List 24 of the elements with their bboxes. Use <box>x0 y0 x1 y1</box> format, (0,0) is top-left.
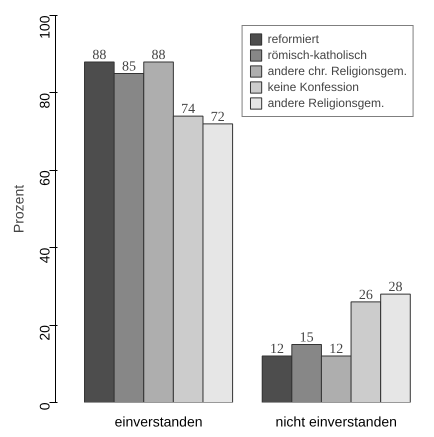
data-label: 15 <box>300 330 314 346</box>
data-label: 74 <box>181 102 196 118</box>
data-label: 12 <box>329 342 344 358</box>
legend-label: römisch-katholisch <box>268 48 367 62</box>
legend-label: andere Religionsgem. <box>268 96 384 110</box>
legend-label: reformiert <box>268 32 319 46</box>
data-label: 88 <box>92 48 106 63</box>
legend-label: keine Konfession <box>268 80 359 94</box>
x-tick-label: nicht einverstanden <box>276 414 397 430</box>
data-label: 72 <box>210 110 225 125</box>
data-label: 28 <box>388 280 402 296</box>
y-tick-label: 0 <box>36 402 52 410</box>
data-label: 88 <box>152 48 166 63</box>
y-tick-label: 40 <box>36 247 52 264</box>
y-tick-label: 80 <box>36 92 52 108</box>
legend-label: andere chr. Religionsgem. <box>268 64 407 78</box>
data-label: 12 <box>270 342 284 358</box>
y-tick-label: 100 <box>36 15 52 39</box>
data-label: 85 <box>122 60 136 75</box>
data-label: 26 <box>358 288 373 303</box>
x-tick-label: einverstanden <box>114 414 203 430</box>
y-axis-title: Prozent <box>10 184 26 234</box>
y-tick-label: 60 <box>36 170 52 186</box>
y-tick-label: 20 <box>36 324 52 341</box>
